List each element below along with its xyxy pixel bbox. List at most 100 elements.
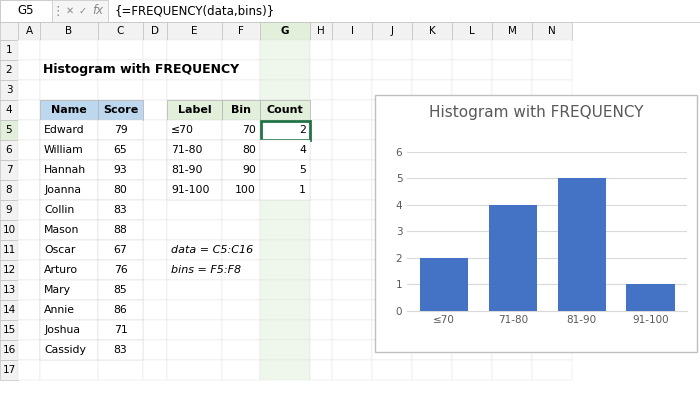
Bar: [98, 220, 143, 240]
Bar: [452, 240, 492, 260]
Bar: [260, 340, 310, 360]
Text: bins = F5:F8: bins = F5:F8: [171, 265, 241, 275]
Text: 5: 5: [299, 165, 306, 175]
Text: L: L: [469, 26, 475, 36]
Bar: [40, 180, 98, 200]
Text: Count: Count: [267, 105, 303, 115]
Text: 8: 8: [6, 185, 13, 195]
Text: 1: 1: [6, 45, 13, 55]
Text: 81-90: 81-90: [171, 165, 202, 175]
Bar: [0, 140, 18, 160]
Bar: [260, 280, 310, 300]
Bar: [452, 60, 492, 80]
Bar: [222, 180, 260, 200]
Bar: [310, 260, 332, 280]
Bar: [18, 340, 40, 360]
Text: 88: 88: [113, 225, 127, 235]
Bar: [143, 220, 167, 240]
Bar: [260, 120, 310, 140]
Bar: [452, 40, 492, 60]
Bar: [532, 160, 572, 180]
Bar: [412, 60, 452, 80]
Bar: [260, 140, 310, 160]
Bar: [98, 140, 143, 160]
Bar: [412, 120, 452, 140]
Bar: [0, 240, 18, 260]
Bar: [222, 280, 260, 300]
Text: Edward: Edward: [44, 125, 85, 135]
Bar: [143, 360, 167, 380]
Text: Mason: Mason: [44, 225, 79, 235]
Bar: [372, 180, 412, 200]
Bar: [143, 260, 167, 280]
Bar: [412, 180, 452, 200]
Bar: [310, 22, 332, 40]
Bar: [332, 60, 372, 80]
Text: ✓: ✓: [79, 6, 87, 16]
Bar: [222, 80, 260, 100]
Bar: [0, 22, 18, 40]
Bar: [167, 180, 222, 200]
Bar: [143, 240, 167, 260]
Bar: [332, 140, 372, 160]
Bar: [420, 258, 468, 311]
Text: N: N: [548, 26, 556, 36]
Bar: [40, 200, 98, 220]
Bar: [332, 220, 372, 240]
Bar: [260, 120, 309, 140]
Bar: [412, 300, 452, 320]
Text: 71-80: 71-80: [171, 145, 202, 155]
Bar: [167, 300, 222, 320]
Bar: [492, 320, 532, 340]
Bar: [0, 320, 18, 340]
Bar: [167, 100, 222, 120]
Bar: [108, 0, 700, 22]
Bar: [143, 180, 167, 200]
Bar: [260, 160, 310, 180]
Bar: [222, 360, 260, 380]
Text: 13: 13: [2, 285, 15, 295]
Bar: [412, 160, 452, 180]
Bar: [143, 60, 167, 80]
Bar: [40, 280, 98, 300]
Bar: [626, 284, 675, 311]
Bar: [167, 220, 222, 240]
Bar: [167, 340, 222, 360]
Bar: [332, 160, 372, 180]
Bar: [222, 120, 260, 140]
Text: 5: 5: [6, 125, 13, 135]
Bar: [40, 80, 98, 100]
Bar: [532, 180, 572, 200]
Bar: [532, 300, 572, 320]
Bar: [18, 60, 40, 80]
Bar: [0, 40, 18, 60]
Bar: [372, 100, 412, 120]
Bar: [332, 120, 372, 140]
Bar: [532, 340, 572, 360]
Bar: [332, 340, 372, 360]
Bar: [0, 180, 18, 200]
Text: I: I: [351, 26, 354, 36]
Bar: [98, 180, 143, 200]
Bar: [143, 320, 167, 340]
Bar: [18, 360, 40, 380]
Bar: [40, 160, 98, 180]
Text: 2: 2: [299, 125, 306, 135]
Text: fx: fx: [92, 4, 104, 18]
Text: M: M: [508, 26, 517, 36]
Bar: [98, 60, 143, 80]
Bar: [412, 320, 452, 340]
Bar: [310, 180, 332, 200]
Text: 100: 100: [235, 185, 256, 195]
Bar: [332, 100, 372, 120]
Bar: [310, 60, 332, 80]
Bar: [260, 22, 310, 40]
Bar: [40, 200, 98, 220]
Bar: [332, 22, 372, 40]
Bar: [452, 22, 492, 40]
Bar: [372, 280, 412, 300]
Text: 83: 83: [113, 205, 127, 215]
Bar: [532, 80, 572, 100]
Bar: [332, 320, 372, 340]
Bar: [40, 60, 98, 80]
